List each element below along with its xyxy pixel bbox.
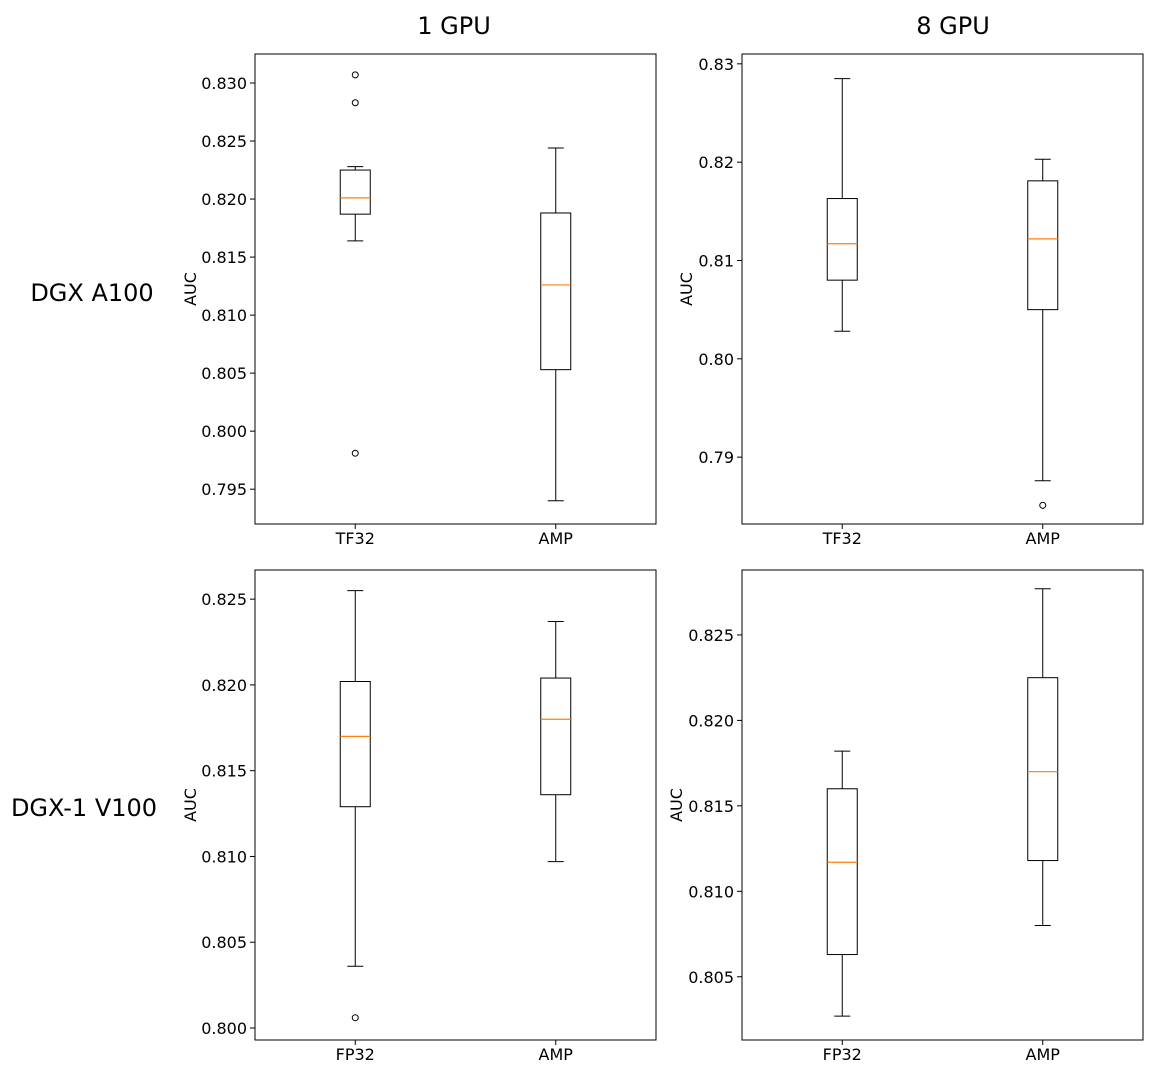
iqr-box (339, 169, 371, 215)
y-tick-label: 0.80 (698, 350, 734, 369)
iqr-box (339, 680, 371, 808)
x-tick-label: AMP (1026, 529, 1061, 548)
y-tick-label: 0.83 (698, 55, 734, 74)
y-tick-label: 0.820 (201, 190, 247, 209)
box-amp (1027, 158, 1059, 509)
x-tick-label: TF32 (335, 529, 375, 548)
iqr-box (826, 198, 858, 281)
axes-frame (254, 53, 657, 525)
panel-4: 0.805 0.810 0.815 0.820 0.825 AUC FP32 AMP (667, 569, 1144, 1064)
column-title-8-gpu: 8 GPU (916, 12, 990, 40)
x-tick-label: AMP (539, 529, 574, 548)
y-tick-label: 0.82 (698, 153, 734, 172)
axes-frame (741, 569, 1144, 1041)
y-tick-label: 0.800 (201, 422, 247, 441)
y-tick-label: 0.810 (688, 882, 734, 901)
axes-frame (254, 569, 657, 1041)
box-tf32 (826, 78, 858, 332)
iqr-box (826, 788, 858, 956)
y-tick-label: 0.815 (201, 762, 247, 781)
panel-1: 0.795 0.800 0.805 0.810 0.815 0.820 0.825 0.830… (181, 53, 657, 548)
y-tick-label: 0.815 (201, 248, 247, 267)
x-tick-label: AMP (1026, 1045, 1061, 1064)
panels: 0.7950.8000.8050.8100.8150.8200.8250.830… (181, 53, 1144, 1064)
iqr-box (1027, 180, 1059, 311)
outlier-point (351, 99, 359, 107)
y-axis-label: AUC (667, 788, 686, 822)
y-tick-label: 0.825 (201, 590, 247, 609)
box-amp (1027, 588, 1059, 926)
panel-3: 0.800 0.805 0.810 0.815 0.820 0.825 AUC FP32 AMP (181, 569, 657, 1064)
outlier-point (351, 71, 359, 79)
outlier-point (351, 449, 359, 457)
box-tf32 (339, 71, 371, 457)
y-tick-label: 0.805 (201, 933, 247, 952)
box-fp32 (826, 750, 858, 1017)
iqr-box (1027, 677, 1059, 862)
y-axis-label: AUC (181, 788, 200, 822)
y-tick-label: 0.815 (688, 797, 734, 816)
y-tick-label: 0.810 (201, 306, 247, 325)
x-tick-label: FP32 (823, 1045, 862, 1064)
iqr-box (540, 212, 572, 371)
y-tick-label: 0.810 (201, 847, 247, 866)
iqr-box (540, 677, 572, 796)
y-tick-label: 0.805 (688, 968, 734, 987)
y-tick-label: 0.820 (201, 676, 247, 695)
y-tick-label: 0.820 (688, 711, 734, 730)
box-amp (540, 147, 572, 502)
x-tick-label: AMP (539, 1045, 574, 1064)
y-tick-label: 0.795 (201, 480, 247, 499)
box-amp (540, 620, 572, 863)
x-tick-label: TF32 (822, 529, 862, 548)
outlier-point (1039, 501, 1047, 509)
axes-frame (741, 53, 1144, 525)
x-tick-label: FP32 (336, 1045, 375, 1064)
y-tick-label: 0.79 (698, 448, 734, 467)
column-title-1-gpu: 1 GPU (417, 12, 491, 40)
row-title-dgx-1-v100: DGX-1 V100 (11, 794, 157, 822)
y-axis-label: AUC (181, 272, 200, 306)
y-tick-label: 0.800 (201, 1019, 247, 1038)
y-tick-label: 0.825 (201, 132, 247, 151)
panel-2: 0.79 0.80 0.81 0.82 0.83 AUC TF32 AMP (677, 53, 1144, 548)
y-axis-label: AUC (677, 272, 696, 306)
y-tick-label: 0.830 (201, 74, 247, 93)
y-tick-label: 0.81 (698, 251, 734, 270)
box-fp32 (339, 590, 371, 1022)
row-title-dgx-a100: DGX A100 (30, 279, 153, 307)
y-tick-label: 0.805 (201, 364, 247, 383)
outlier-point (351, 1014, 359, 1022)
y-tick-label: 0.825 (688, 626, 734, 645)
